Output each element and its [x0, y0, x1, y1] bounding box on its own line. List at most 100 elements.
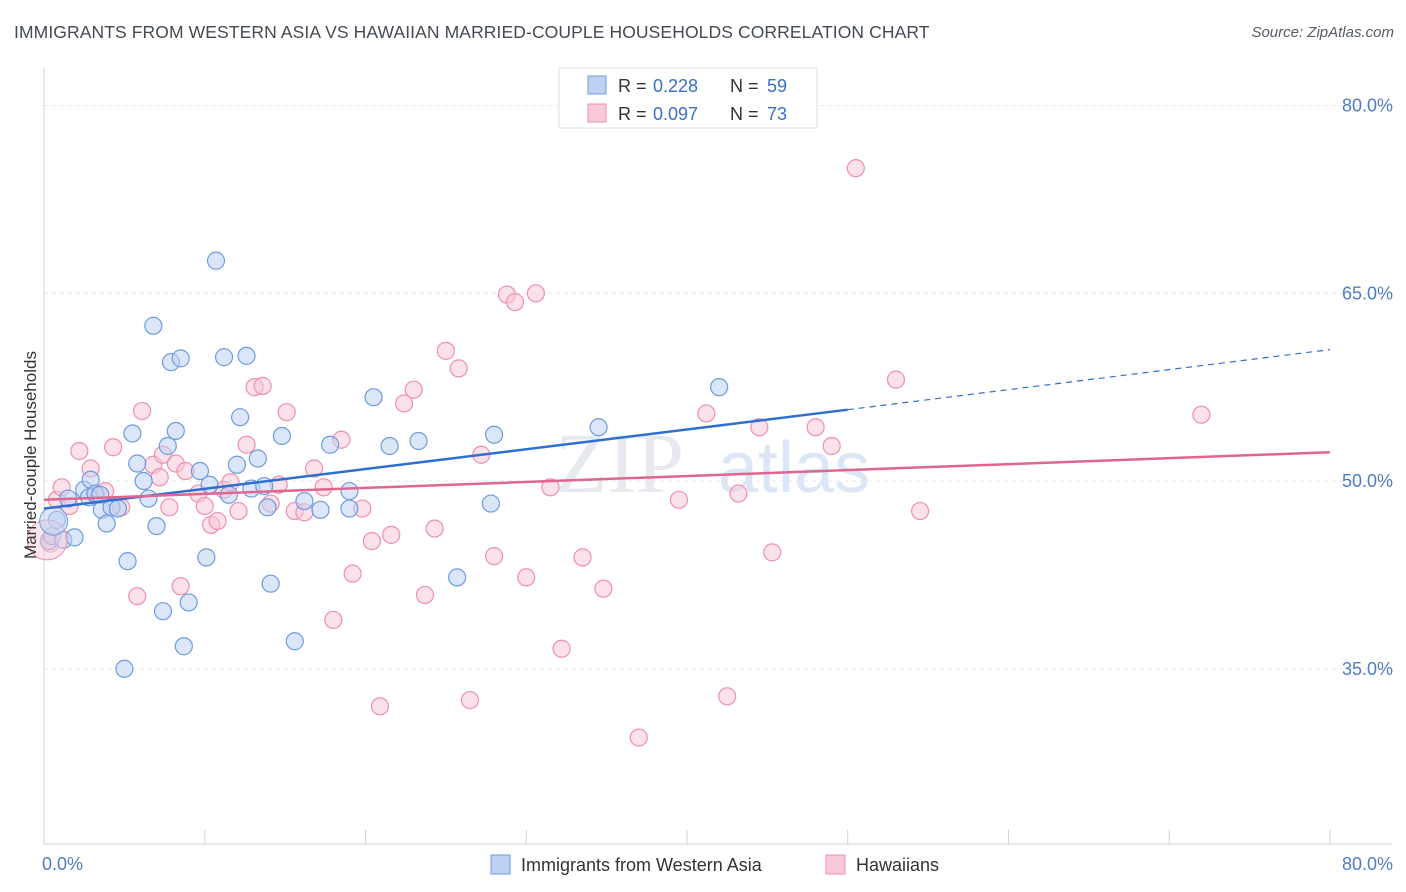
y-tick-label-0: 80.0%	[1342, 96, 1393, 116]
point-series1-45	[415, 585, 435, 605]
point-series0-35	[219, 485, 238, 504]
point-series1-10	[128, 587, 147, 606]
point-series0-56	[485, 425, 504, 444]
legend-series-swatch-1	[490, 854, 511, 875]
point-series0-28	[174, 637, 193, 656]
legend-n-value-1: 59	[767, 76, 787, 96]
point-series1-66	[763, 543, 782, 562]
point-series0-30	[190, 461, 210, 481]
legend-stats: R = 0.228 N = 59 R = 0.097 N = 73	[558, 67, 818, 129]
point-series1-40	[362, 532, 382, 551]
point-series1-59	[594, 579, 613, 598]
point-series0-36	[227, 455, 246, 474]
point-series1-67	[806, 418, 825, 437]
point-series0-14	[108, 499, 128, 518]
point-series1-28	[253, 376, 272, 396]
trend-line-0	[43, 408, 848, 510]
trend-line-1	[43, 450, 1331, 502]
point-series0-48	[321, 435, 340, 454]
y-tick-label-1: 65.0%	[1342, 283, 1393, 303]
point-series1-25	[229, 501, 248, 521]
point-series1-72	[1192, 405, 1211, 424]
point-series0-19	[134, 471, 153, 491]
point-series0-42	[258, 498, 277, 517]
source-label: Source: ZipAtlas.com	[1251, 24, 1394, 41]
point-series0-15	[115, 659, 134, 678]
point-series0-38	[237, 346, 256, 365]
legend-r-value-1: 0.228	[653, 76, 698, 96]
point-series0-21	[144, 316, 163, 335]
point-series1-47	[436, 341, 455, 360]
point-series1-38	[343, 564, 362, 583]
point-series0-37	[231, 408, 250, 427]
point-series1-36	[324, 610, 343, 630]
legend-n-label-1: N =	[730, 76, 759, 96]
x-ticks	[43, 830, 1331, 844]
point-series1-54	[517, 568, 536, 587]
point-series1-49	[460, 690, 480, 710]
point-series1-70	[886, 370, 906, 389]
point-series0-58	[710, 378, 729, 397]
point-series0-23	[153, 602, 173, 621]
watermark-zip: ZIP	[555, 415, 684, 511]
y-tick-label-2: 50.0%	[1342, 471, 1393, 491]
point-series1-71	[910, 501, 930, 521]
y-axis-label: Married-couple Households	[21, 351, 40, 559]
legend-r-label-1: R =	[618, 76, 647, 96]
point-series1-43	[394, 394, 414, 413]
point-series1-57	[552, 639, 571, 658]
point-series1-42	[382, 525, 401, 544]
legend-series: Immigrants from Western Asia Hawaiians	[490, 854, 939, 875]
point-series0-54	[448, 568, 467, 587]
trend-lines	[43, 349, 1331, 510]
point-series0-26	[166, 421, 185, 441]
point-series0-16	[118, 552, 137, 571]
x-tick-labels: 0.0% 80.0%	[42, 854, 1393, 874]
legend-swatch-blue	[587, 75, 607, 95]
y-tick-labels: 80.0% 65.0% 50.0% 35.0%	[1342, 96, 1393, 679]
point-series1-69	[846, 159, 865, 178]
trend-line-extension-0	[847, 349, 1331, 411]
point-series0-44	[272, 426, 292, 446]
point-series1-17	[171, 577, 190, 596]
point-series0-49	[340, 499, 359, 518]
point-series0-34	[214, 348, 234, 367]
point-series0-47	[311, 500, 330, 519]
point-series0-52	[380, 436, 399, 456]
legend-series-name-2: Hawaiians	[856, 855, 939, 875]
point-series0-20	[139, 489, 158, 508]
point-series1-35	[314, 478, 333, 497]
point-series1-65	[750, 418, 769, 437]
point-series0-51	[364, 388, 383, 407]
point-series0-22	[147, 516, 166, 536]
axes	[43, 68, 1392, 845]
point-series1-62	[697, 404, 716, 423]
point-series0-12	[97, 514, 116, 533]
point-series1-48	[449, 359, 468, 378]
legend-r-value-2: 0.097	[653, 104, 698, 124]
point-series1-64	[729, 484, 748, 503]
point-series0-46	[295, 491, 314, 511]
legend-n-label-2: N =	[730, 104, 759, 124]
point-series1-68	[822, 436, 841, 456]
point-series0-31	[197, 548, 216, 567]
y-tick-label-3: 35.0%	[1342, 659, 1393, 679]
legend-series-name-1: Immigrants from Western Asia	[521, 855, 763, 875]
point-series1-60	[629, 728, 648, 747]
point-series1-20	[195, 496, 214, 516]
point-series0-18	[128, 454, 147, 473]
point-series0-50	[340, 481, 359, 501]
point-series1-8	[104, 438, 123, 457]
point-series0-27	[171, 349, 190, 368]
point-series0-29	[179, 593, 198, 612]
point-series0-45	[285, 632, 304, 651]
legend-swatch-pink	[587, 103, 607, 123]
point-series1-51	[485, 547, 504, 566]
point-series0-43	[261, 574, 280, 593]
x-tick-label-1: 80.0%	[1342, 854, 1393, 874]
point-series1-53	[505, 292, 525, 312]
point-series1-34	[304, 459, 324, 478]
legend-series-swatch-2	[825, 854, 846, 875]
point-series1-26	[237, 435, 256, 454]
